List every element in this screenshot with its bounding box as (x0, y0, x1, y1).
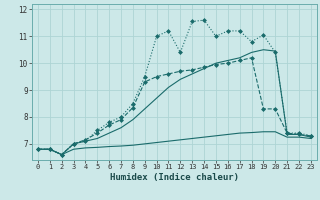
X-axis label: Humidex (Indice chaleur): Humidex (Indice chaleur) (110, 173, 239, 182)
